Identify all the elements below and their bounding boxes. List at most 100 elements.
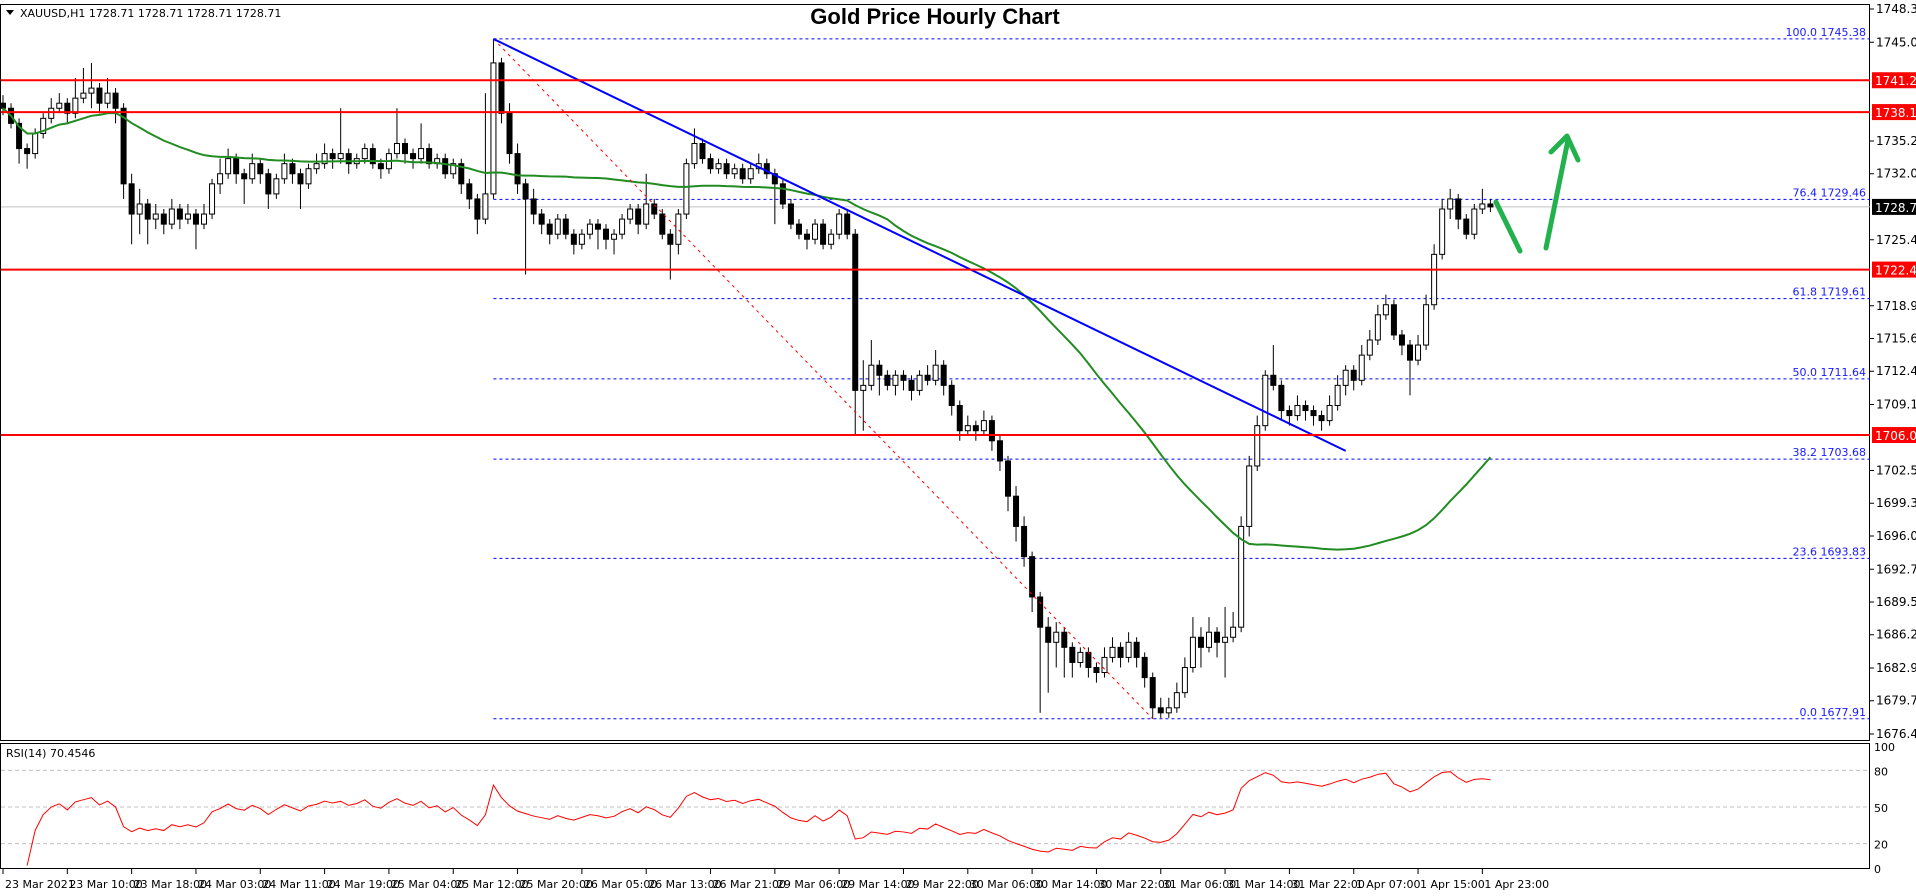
- bearish-candle-body: [876, 364, 883, 376]
- candle: [369, 143, 376, 169]
- bullish-candle-body: [201, 213, 207, 225]
- candle: [450, 158, 457, 179]
- bullish-candle-body: [72, 97, 79, 114]
- bullish-candle-body: [828, 233, 835, 245]
- bearish-candle-body: [474, 198, 481, 220]
- bullish-candle-body: [860, 384, 867, 391]
- bullish-candle-body: [56, 102, 63, 109]
- candle: [225, 148, 232, 179]
- candle: [844, 209, 851, 240]
- bullish-candle-body: [1479, 203, 1486, 210]
- time-tick-label: 24 Mar 19:00: [327, 878, 400, 891]
- bearish-candle-body: [763, 163, 770, 175]
- candle: [1374, 304, 1381, 346]
- bearish-candle-body: [844, 213, 851, 235]
- candle: [1013, 486, 1020, 542]
- candle: [1463, 214, 1470, 240]
- candle: [265, 168, 272, 210]
- bearish-candle-body: [1005, 460, 1011, 497]
- level-price-badge: [1872, 261, 1916, 278]
- candle: [1029, 551, 1036, 613]
- candle: [1165, 697, 1172, 718]
- bullish-candle-body: [168, 208, 175, 225]
- candle: [144, 198, 151, 245]
- time-tick-label: 25 Mar 20:00: [520, 878, 593, 891]
- candle: [715, 158, 722, 174]
- time-tick-label: 26 Mar 05:00: [584, 878, 657, 891]
- price-tick-label: 1689.50: [1876, 595, 1916, 609]
- bearish-candle-body: [787, 203, 794, 225]
- bullish-candle-body: [731, 168, 738, 175]
- bullish-candle-body: [932, 364, 939, 381]
- bearish-candle-body: [1029, 556, 1036, 598]
- candle: [675, 209, 682, 255]
- price-tick-label: 1692.75: [1876, 562, 1916, 576]
- candle: [297, 168, 304, 210]
- candle: [739, 163, 746, 184]
- up-arrow-shaft: [1543, 137, 1571, 251]
- time-tick-label: 26 Mar 21:00: [713, 878, 786, 891]
- bearish-candle-body: [651, 203, 658, 215]
- candle: [1302, 400, 1309, 421]
- candle: [402, 138, 408, 164]
- bearish-candle-body: [635, 208, 642, 225]
- bullish-candle-body: [836, 213, 843, 235]
- bullish-candle-body: [1262, 374, 1269, 427]
- bearish-candle-body: [1302, 405, 1309, 412]
- candle: [337, 108, 344, 164]
- bearish-candle-body: [1463, 218, 1470, 235]
- candle: [1310, 405, 1317, 426]
- rsi-line: [26, 771, 1491, 866]
- bullish-candle-body: [152, 213, 159, 220]
- bullish-candle-body: [586, 223, 593, 235]
- candle: [313, 153, 320, 174]
- bullish-candle-body: [209, 183, 216, 215]
- price-panel-border: [0, 4, 1870, 741]
- candle: [1382, 294, 1389, 320]
- candle: [1133, 637, 1140, 668]
- bullish-candle-body: [1165, 707, 1172, 714]
- bearish-candle-body: [522, 183, 529, 200]
- bullish-candle-body: [136, 203, 143, 215]
- bullish-candle-body: [48, 107, 55, 119]
- candle: [96, 83, 103, 114]
- bullish-candle-body: [1366, 339, 1373, 356]
- bullish-candle-body: [980, 420, 987, 432]
- bearish-candle-body: [1318, 415, 1325, 422]
- candle: [562, 214, 569, 240]
- bearish-candle-body: [402, 143, 408, 155]
- bearish-candle-body: [297, 173, 304, 185]
- bearish-candle-body: [594, 223, 601, 230]
- candle: [48, 98, 55, 124]
- bearish-candle-body: [659, 213, 666, 235]
- bearish-candle-body: [1214, 631, 1221, 643]
- bearish-candle-body: [192, 213, 199, 225]
- candle: [964, 415, 971, 436]
- candle: [40, 113, 47, 139]
- bearish-candle-body: [128, 183, 135, 215]
- candle: [635, 203, 642, 235]
- bearish-candle-body: [498, 62, 505, 114]
- rsi-tick-label: 80: [1874, 765, 1888, 778]
- candle: [1447, 188, 1454, 220]
- bullish-candle-body: [619, 218, 626, 235]
- bullish-candle-body: [1222, 636, 1229, 643]
- dropdown-triangle-icon[interactable]: [6, 10, 14, 15]
- bullish-candle-body: [675, 213, 682, 245]
- bearish-candle-body: [779, 183, 786, 205]
- candle: [771, 168, 778, 225]
- bearish-candle-body: [1117, 646, 1124, 658]
- bearish-candle-body: [1487, 203, 1494, 208]
- bearish-candle-body: [506, 112, 513, 155]
- bearish-candle-body: [16, 122, 23, 150]
- bearish-candle-body: [707, 158, 714, 170]
- bearish-candle-body: [1085, 651, 1092, 668]
- bullish-candle-body: [1101, 656, 1108, 674]
- bullish-candle-body: [643, 203, 650, 225]
- candle: [1431, 244, 1438, 310]
- bullish-candle-body: [1415, 344, 1422, 361]
- candle: [1238, 516, 1245, 633]
- fib-level-label: 0.0 1677.91: [1800, 706, 1866, 719]
- candle: [787, 198, 794, 230]
- candle: [482, 93, 489, 225]
